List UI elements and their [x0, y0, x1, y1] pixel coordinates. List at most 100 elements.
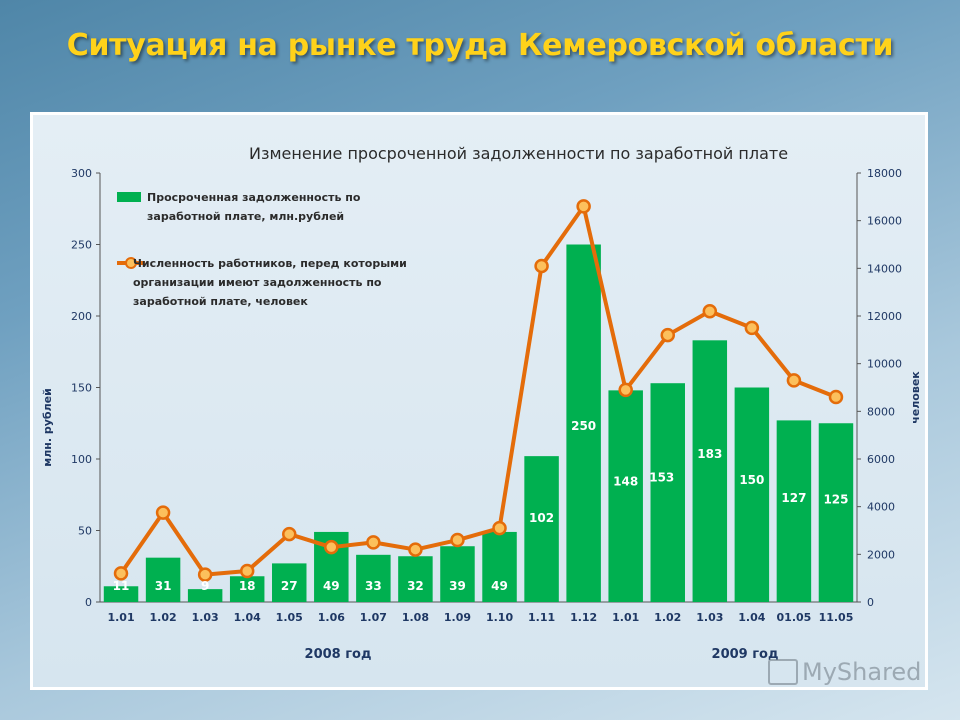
bar-data-label: 153	[649, 471, 674, 485]
left-tick-label: 200	[71, 310, 92, 323]
bar	[650, 383, 685, 602]
bar-data-label: 33	[365, 579, 382, 593]
right-tick-label: 2000	[867, 548, 895, 561]
bar	[145, 557, 181, 602]
bar	[734, 387, 770, 602]
line-point	[155, 505, 171, 520]
bar-data-label: 102	[529, 511, 554, 525]
bar-data-label: 127	[781, 491, 806, 505]
right-tick-label: 8000	[867, 405, 895, 418]
x-tick-label: 1.03	[696, 611, 723, 624]
line-point	[618, 382, 633, 398]
x-tick-label: 1.10	[486, 611, 513, 624]
left-tick-label: 0	[85, 596, 92, 609]
line-point	[450, 532, 465, 548]
chart-title: Изменение просроченной задолженности по …	[249, 144, 788, 163]
bar	[566, 244, 601, 602]
bar	[524, 456, 559, 602]
bar-data-label: 148	[613, 475, 638, 489]
bar	[776, 420, 812, 602]
x-tick-label: 1.04	[234, 611, 261, 624]
bar	[818, 423, 854, 602]
bar-data-label: 183	[697, 447, 722, 461]
x-tick-label: 1.11	[528, 611, 555, 624]
bar-data-label: 250	[571, 419, 596, 433]
watermark: MyShared	[768, 658, 921, 686]
chart: Изменение просроченной задолженности по …	[41, 144, 922, 662]
bar	[398, 556, 433, 602]
line-point	[660, 327, 675, 343]
legend-label-bars: Просроченная задолженность по заработной …	[147, 191, 361, 223]
bar	[103, 586, 139, 602]
x-tick-label: 1.03	[192, 611, 219, 624]
x-tick-label: 1.12	[570, 611, 597, 624]
x-tick-label: 1.05	[276, 611, 303, 624]
line-point	[282, 526, 297, 542]
x-tick-label: 1.08	[402, 611, 429, 624]
x-tick-label: 1.07	[360, 611, 387, 624]
legend-label-line: Численность работников, перед которыми ор…	[133, 257, 407, 308]
chart-panel: Изменение просроченной задолженности по …	[30, 112, 928, 690]
x-tick-label: 11.05	[819, 611, 854, 624]
right-tick-label: 18000	[867, 167, 902, 180]
left-tick-label: 250	[71, 239, 92, 252]
x-tick-label: 01.05	[777, 611, 812, 624]
line-point	[113, 566, 129, 581]
line-point	[576, 199, 591, 214]
x-tick-label: 1.02	[150, 611, 177, 624]
bar-data-label: 32	[407, 579, 424, 593]
line-point	[744, 320, 760, 336]
bar	[692, 340, 728, 602]
bar	[229, 576, 265, 602]
year-group-label: 2008 год	[305, 647, 372, 662]
watermark-text: MyShared	[802, 658, 922, 686]
bar	[356, 554, 391, 602]
line-point	[534, 258, 549, 274]
x-tick-label: 1.01	[107, 611, 134, 624]
right-tick-label: 16000	[867, 215, 902, 228]
line-point	[702, 303, 718, 319]
x-tick-label: 1.02	[654, 611, 681, 624]
y2-axis-label: человек	[909, 371, 922, 424]
bar	[187, 589, 223, 602]
bar-data-label: 31	[155, 579, 172, 593]
right-tick-label: 12000	[867, 310, 902, 323]
bar	[272, 563, 307, 602]
line-point	[324, 539, 339, 555]
watermark-logo-icon	[768, 659, 798, 685]
line-point	[408, 542, 423, 557]
bar	[440, 546, 475, 602]
left-tick-label: 50	[78, 525, 92, 538]
right-tick-label: 14000	[867, 262, 902, 275]
bar-data-label: 9	[201, 579, 209, 593]
line-point	[828, 389, 844, 405]
line-point	[366, 535, 381, 550]
line-point	[492, 520, 507, 536]
bar	[482, 531, 517, 602]
legend-swatch-bars	[117, 192, 141, 202]
x-tick-label: 1.06	[318, 611, 345, 624]
y-axis-label: млн. рублей	[41, 388, 54, 467]
legend-swatch-marker	[125, 257, 137, 269]
right-tick-label: 6000	[867, 453, 895, 466]
year-group-label: 2009 год	[712, 647, 779, 662]
bar-data-label: 39	[449, 579, 466, 593]
right-tick-label: 10000	[867, 358, 902, 371]
bar-data-label: 27	[281, 579, 298, 593]
bar-data-label: 125	[823, 493, 848, 507]
right-tick-label: 0	[867, 596, 874, 609]
left-tick-label: 300	[71, 167, 92, 180]
x-tick-label: 1.04	[738, 611, 765, 624]
bar-data-label: 49	[323, 579, 340, 593]
line-point	[239, 563, 255, 579]
bar-data-label: 11	[113, 579, 130, 593]
right-tick-label: 4000	[867, 501, 895, 514]
bar-data-label: 49	[491, 579, 508, 593]
line-point	[197, 567, 213, 582]
line-point	[786, 373, 802, 388]
bar-data-label: 150	[739, 473, 764, 487]
left-tick-label: 150	[71, 382, 92, 395]
x-tick-label: 1.01	[612, 611, 639, 624]
bar-data-label: 18	[239, 579, 256, 593]
x-tick-label: 1.09	[444, 611, 471, 624]
